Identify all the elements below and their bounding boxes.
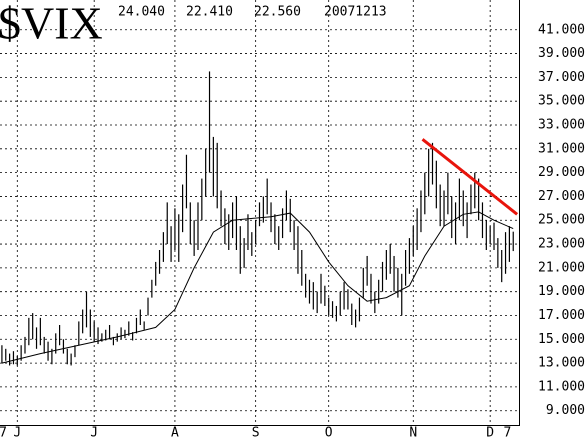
trend-line bbox=[421, 138, 519, 216]
y-tick-label: 21.000 bbox=[538, 260, 585, 275]
year-label: 7 bbox=[504, 426, 512, 441]
year-label: 7 bbox=[0, 426, 7, 441]
x-tick-label: O bbox=[325, 426, 333, 441]
y-tick-label: 13.000 bbox=[538, 356, 585, 371]
moving-average bbox=[1, 211, 514, 364]
y-tick-label: 41.000 bbox=[538, 22, 585, 37]
x-tick-label: J bbox=[13, 426, 21, 441]
y-tick-label: 9.000 bbox=[546, 403, 585, 418]
x-tick-label: A bbox=[171, 426, 179, 441]
header-value: 22.560 bbox=[254, 5, 301, 20]
y-tick-label: 29.000 bbox=[538, 165, 585, 180]
header-value: 24.040 bbox=[118, 5, 165, 20]
x-tick-label: J bbox=[90, 426, 98, 441]
x-tick-label: D bbox=[486, 426, 494, 441]
y-tick-label: 27.000 bbox=[538, 189, 585, 204]
y-tick-label: 23.000 bbox=[538, 237, 585, 252]
x-tick-label: S bbox=[252, 426, 260, 441]
header-value: 22.410 bbox=[186, 5, 233, 20]
y-tick-label: 19.000 bbox=[538, 284, 585, 299]
x-tick-label: N bbox=[409, 426, 417, 441]
y-tick-label: 17.000 bbox=[538, 308, 585, 323]
y-tick-label: 25.000 bbox=[538, 213, 585, 228]
header-value: 20071213 bbox=[324, 5, 387, 20]
y-tick-label: 15.000 bbox=[538, 332, 585, 347]
y-tick-label: 11.000 bbox=[538, 379, 585, 394]
chart-title: $VIX bbox=[0, 0, 103, 49]
y-tick-label: 35.000 bbox=[538, 94, 585, 109]
y-tick-label: 39.000 bbox=[538, 46, 585, 61]
y-tick-label: 37.000 bbox=[538, 70, 585, 85]
y-tick-label: 33.000 bbox=[538, 118, 585, 133]
y-tick-label: 31.000 bbox=[538, 141, 585, 156]
